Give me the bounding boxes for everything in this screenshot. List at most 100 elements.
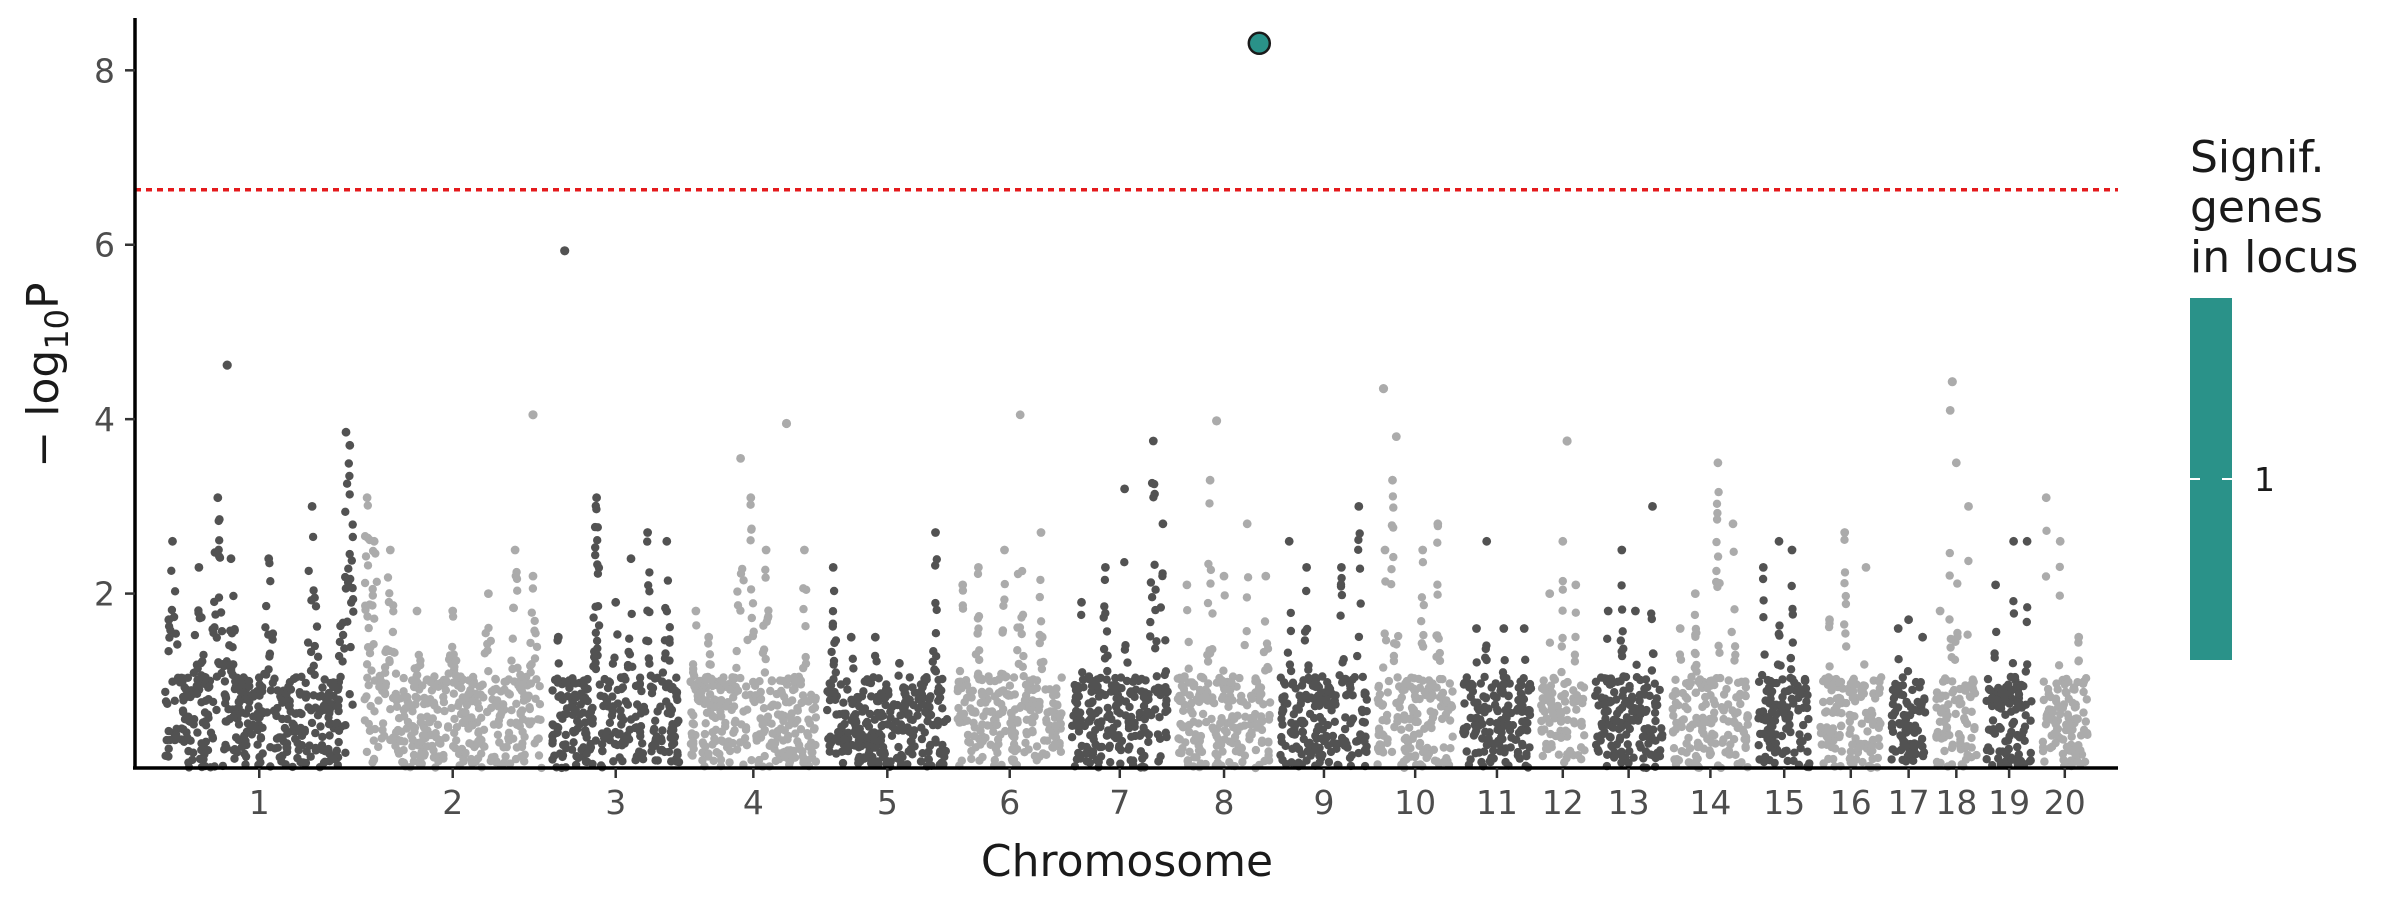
data-point bbox=[690, 682, 699, 691]
data-point bbox=[283, 714, 292, 724]
data-point bbox=[566, 702, 576, 712]
y-axis-title-prefix: − log bbox=[18, 350, 69, 468]
data-point bbox=[1932, 733, 1941, 742]
data-point bbox=[164, 726, 173, 736]
data-point bbox=[360, 532, 370, 541]
data-point bbox=[989, 727, 998, 736]
data-point bbox=[867, 692, 876, 701]
data-point bbox=[1278, 755, 1287, 765]
data-point bbox=[1178, 722, 1187, 731]
data-point bbox=[1491, 693, 1501, 702]
data-point bbox=[705, 650, 715, 659]
data-point bbox=[1337, 573, 1346, 583]
data-point bbox=[1013, 646, 1022, 655]
data-point bbox=[184, 716, 193, 726]
data-point bbox=[2082, 695, 2091, 704]
data-point bbox=[1683, 694, 1692, 703]
data-point bbox=[1855, 743, 1864, 752]
data-point bbox=[1955, 700, 1964, 709]
data-point bbox=[1280, 699, 1289, 709]
data-point bbox=[1230, 732, 1240, 742]
data-point bbox=[672, 673, 681, 682]
data-point bbox=[1618, 627, 1627, 636]
data-point bbox=[1387, 565, 1396, 574]
data-point bbox=[1778, 699, 1787, 708]
data-point bbox=[900, 703, 909, 712]
data-point bbox=[688, 751, 697, 760]
data-point bbox=[742, 682, 751, 691]
data-point bbox=[1358, 707, 1367, 717]
data-point bbox=[631, 756, 640, 765]
data-point bbox=[1968, 682, 1977, 691]
data-point bbox=[1024, 686, 1033, 695]
data-point bbox=[1184, 664, 1193, 673]
data-point bbox=[970, 708, 979, 717]
highlighted-points bbox=[1247, 31, 1272, 56]
data-point bbox=[1724, 676, 1733, 685]
data-point bbox=[1013, 569, 1023, 579]
peak-point bbox=[704, 632, 714, 642]
data-point bbox=[1354, 632, 1364, 642]
data-point bbox=[825, 741, 834, 750]
peak-point bbox=[1935, 606, 1945, 616]
data-point bbox=[1618, 691, 1627, 700]
data-point bbox=[385, 589, 394, 598]
data-point bbox=[758, 648, 768, 658]
data-point bbox=[1212, 732, 1221, 741]
peak-point bbox=[643, 528, 652, 537]
data-point bbox=[1082, 757, 1092, 766]
data-point bbox=[1982, 755, 1991, 764]
data-point bbox=[1691, 688, 1700, 697]
data-point bbox=[1554, 750, 1564, 759]
data-point bbox=[366, 701, 375, 711]
data-point bbox=[190, 630, 200, 640]
data-point bbox=[1173, 674, 1183, 683]
data-point bbox=[784, 721, 794, 730]
data-point bbox=[1111, 673, 1120, 683]
data-point bbox=[1435, 674, 1445, 684]
data-point bbox=[865, 709, 875, 719]
data-point bbox=[1846, 747, 1856, 756]
data-point bbox=[1897, 733, 1907, 742]
data-point bbox=[476, 690, 485, 699]
data-point bbox=[1557, 642, 1567, 651]
data-point bbox=[1603, 750, 1612, 759]
data-point bbox=[1345, 753, 1355, 763]
data-point bbox=[1945, 615, 1954, 624]
y-axis-title-subscript: 10 bbox=[38, 309, 76, 350]
data-point bbox=[341, 748, 350, 757]
data-point bbox=[635, 673, 645, 682]
data-point bbox=[336, 621, 345, 631]
data-point bbox=[1433, 590, 1442, 599]
data-point bbox=[2074, 741, 2083, 750]
data-point bbox=[1754, 677, 1764, 686]
data-point bbox=[511, 754, 521, 764]
data-point bbox=[1722, 684, 1731, 694]
data-point bbox=[1224, 702, 1233, 711]
data-point bbox=[595, 680, 604, 689]
data-point bbox=[1857, 719, 1867, 728]
data-point bbox=[568, 674, 577, 683]
data-point bbox=[1085, 707, 1095, 716]
data-point bbox=[1161, 700, 1171, 709]
data-point bbox=[608, 692, 617, 701]
data-point bbox=[886, 713, 895, 723]
data-point bbox=[881, 700, 890, 710]
data-point bbox=[389, 601, 398, 610]
data-point bbox=[530, 626, 539, 635]
data-point bbox=[1651, 716, 1660, 726]
data-point bbox=[1414, 674, 1424, 684]
data-point bbox=[632, 723, 641, 732]
data-point bbox=[933, 687, 943, 697]
data-point bbox=[247, 730, 256, 739]
data-point bbox=[672, 757, 682, 766]
data-point bbox=[528, 584, 538, 593]
data-point bbox=[1786, 673, 1795, 683]
data-point bbox=[412, 671, 421, 681]
data-point bbox=[200, 672, 209, 682]
data-point bbox=[1036, 617, 1046, 626]
data-point bbox=[1312, 726, 1322, 735]
data-point bbox=[2038, 737, 2048, 746]
data-point bbox=[216, 608, 226, 617]
